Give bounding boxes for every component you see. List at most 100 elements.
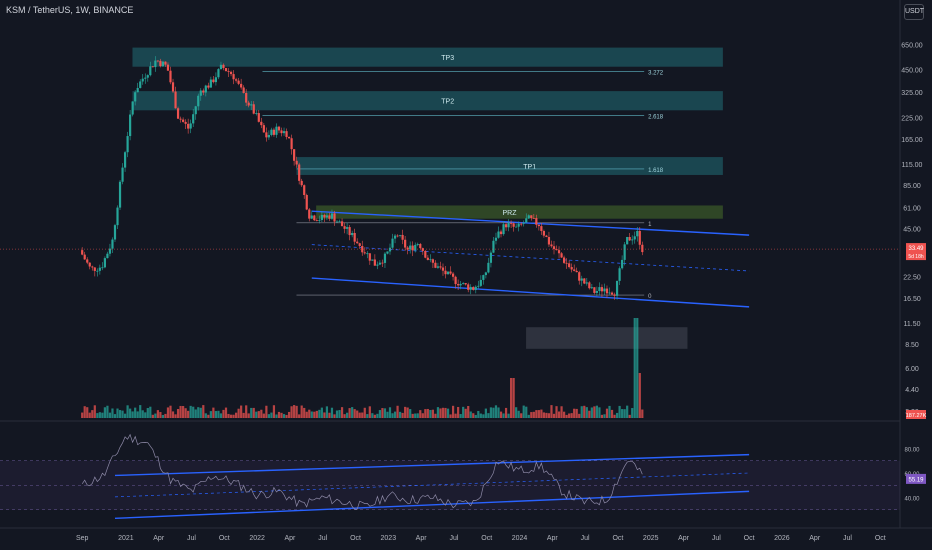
time-tick-label: Sep [76, 535, 89, 542]
candle-body [293, 149, 296, 161]
candle-body [573, 269, 576, 271]
volume-bar [315, 410, 318, 418]
candle-body [469, 286, 472, 290]
time-tick-label: 2024 [512, 535, 528, 542]
candle-body [171, 82, 175, 92]
volume-bar [583, 405, 586, 418]
volume-bar [368, 406, 371, 418]
candle-body [431, 259, 434, 263]
candle-body [144, 77, 147, 79]
volume-bar [550, 405, 553, 418]
volume-bar [406, 407, 409, 418]
volume-bar [421, 413, 424, 418]
volume-bar [477, 410, 480, 418]
volume-bar [467, 405, 470, 418]
candle-body [126, 136, 129, 153]
candle-body [603, 288, 606, 292]
candle-body [580, 278, 583, 281]
candle-body [356, 241, 359, 244]
candle-body [419, 243, 422, 249]
time-tick-label: Apr [153, 535, 165, 542]
volume-bar [245, 405, 248, 418]
volume-bar [398, 411, 402, 418]
volume-bar [631, 408, 634, 418]
candle-body [318, 219, 321, 221]
candle-body [575, 270, 578, 273]
candle-body [386, 251, 389, 254]
candle-body [540, 226, 543, 232]
candle-body [272, 129, 276, 135]
volume-bar [590, 407, 593, 418]
candle-body [214, 77, 218, 83]
candle-body [136, 87, 139, 93]
candle-body [600, 287, 604, 292]
candle-body [222, 64, 225, 69]
candle-body [247, 102, 250, 106]
volume-bar [457, 406, 460, 418]
candle-body [631, 239, 634, 241]
candle-body [441, 267, 445, 271]
rsi-tick-label: 40.00 [904, 497, 920, 503]
candle-body [310, 215, 313, 219]
volume-bar [328, 412, 331, 418]
candle-body [149, 66, 152, 76]
volume-bar [121, 410, 124, 418]
volume-bar [318, 409, 321, 418]
volume-bar [93, 405, 96, 418]
volume-bar [585, 407, 588, 418]
volume-bar [293, 405, 296, 418]
candle-body [300, 180, 303, 186]
price-tick-label: 85.00 [903, 183, 921, 190]
volume-bar [489, 407, 493, 418]
volume-bar [83, 406, 86, 418]
volume-bar [444, 407, 447, 418]
volume-bar [439, 408, 442, 418]
volume-bar [212, 407, 215, 418]
price-tick-label: 6.00 [905, 366, 919, 373]
candle-body [434, 262, 437, 268]
candle-body [315, 220, 318, 221]
candle-body [166, 64, 170, 71]
volume-bar [151, 414, 154, 418]
candle-body [446, 271, 450, 275]
volume-bar [588, 410, 591, 418]
time-tick-label: Jul [318, 535, 327, 542]
volume-bar [285, 414, 288, 418]
candle-body [83, 254, 86, 260]
volume-bar [169, 405, 172, 418]
volume-bar [313, 411, 316, 418]
volume-bar [383, 408, 387, 418]
volume-bar [171, 411, 175, 418]
candle-body [424, 250, 427, 258]
candle-body [510, 223, 513, 224]
candle-body [373, 259, 376, 266]
candle-body [192, 114, 195, 124]
candle-body [346, 227, 349, 229]
candle-body [371, 259, 374, 261]
volume-bar [265, 405, 268, 418]
candle-body [262, 125, 265, 133]
candle-body [295, 160, 298, 165]
volume-bar [605, 408, 609, 418]
rsi-line [81, 433, 643, 510]
volume-bar [436, 407, 440, 418]
candle-body [270, 129, 273, 135]
volume-bar [255, 411, 258, 418]
candle-body [411, 245, 414, 251]
volume-bar [575, 408, 578, 418]
candle-body [429, 259, 432, 261]
candle-body [116, 207, 119, 226]
candle-body [234, 79, 238, 81]
volume-bar [81, 412, 84, 418]
candle-body [454, 276, 457, 285]
zone-prz [316, 205, 723, 219]
volume-bar [573, 408, 576, 418]
volume-bar [484, 408, 487, 418]
candle-body [108, 248, 112, 254]
volume-bar [376, 413, 379, 418]
volume-bar [499, 411, 503, 418]
currency-button[interactable]: USDT [904, 4, 924, 20]
candle-body [325, 215, 329, 218]
volume-bar [272, 405, 276, 418]
